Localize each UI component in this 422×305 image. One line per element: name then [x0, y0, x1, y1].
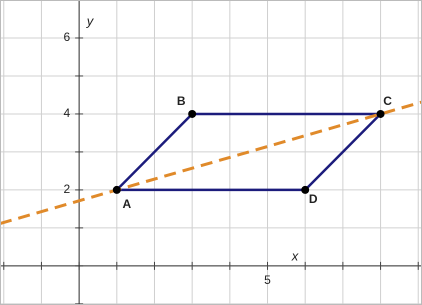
- x-axis-label: x: [291, 248, 299, 263]
- vertex-point: [188, 109, 197, 118]
- vertex-point: [301, 185, 310, 194]
- vertex-label: D: [309, 192, 318, 206]
- y-axis-label: y: [86, 13, 95, 28]
- y-tick-label: 4: [63, 106, 70, 120]
- x-tick-label: 5: [264, 273, 271, 287]
- marks: A B C D: [0, 94, 422, 226]
- dashed-line: [0, 100, 422, 226]
- vertex-label: C: [383, 94, 392, 108]
- y-tick-label: 6: [63, 30, 70, 44]
- vertex-label: A: [122, 197, 131, 211]
- vertex-point: [376, 109, 385, 118]
- vertex-label: B: [177, 94, 186, 108]
- vertex-point: [112, 185, 121, 194]
- y-tick-label: 2: [63, 182, 70, 196]
